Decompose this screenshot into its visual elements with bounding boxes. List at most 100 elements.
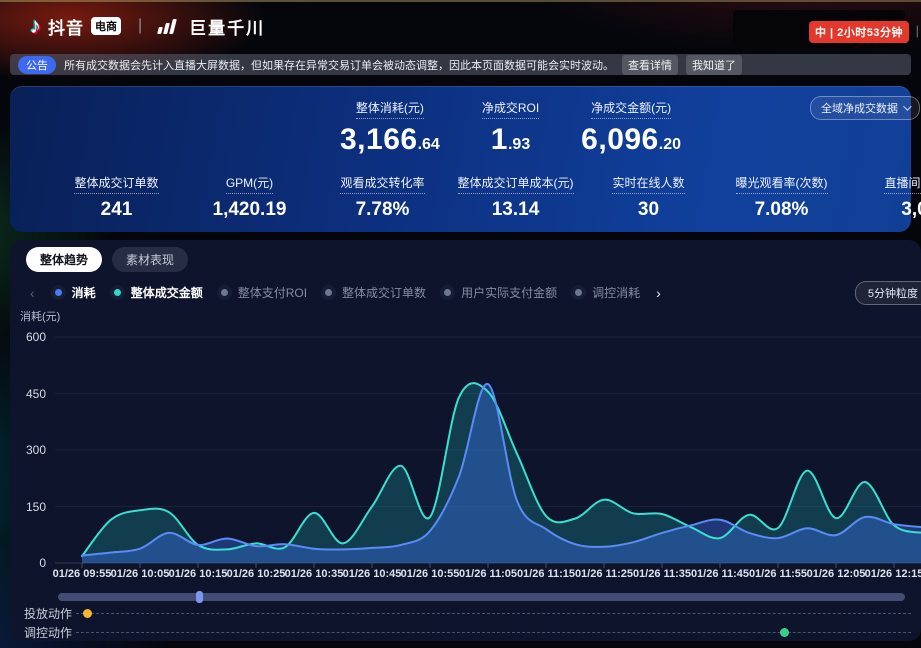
legend-item[interactable]: 整体成交订单数	[321, 284, 426, 301]
metric-label-text: 净成交ROI	[481, 99, 540, 119]
y-tick-label: 0	[39, 556, 46, 570]
metric-label-text: 直播间整体	[884, 174, 921, 194]
metric-value: 3,166.64	[340, 123, 440, 157]
action-row-delivery: 投放动作	[24, 606, 911, 621]
y-axis-title: 消耗(元)	[20, 311, 61, 323]
metric-label: 曝光观看率(次数)	[715, 174, 848, 194]
metric-value: 7.78%	[355, 199, 410, 220]
legend-dot-icon	[50, 285, 66, 300]
action-event-dot[interactable]	[779, 627, 789, 637]
metric-value-int: 3,166	[340, 123, 418, 156]
granularity-dropdown[interactable]: 5分钟粒度	[854, 281, 921, 305]
metric-value-dec: .20	[658, 136, 681, 153]
metric-value: 3,0	[901, 199, 921, 220]
metric-label: 整体成交订单成本(元)	[449, 174, 582, 194]
data-scope-dropdown[interactable]: 全域净成交数据	[810, 96, 920, 120]
metric-label: 整体成交订单数	[50, 174, 183, 194]
legend-dot-icon	[109, 285, 125, 300]
legend-dot	[220, 289, 228, 296]
metric-label: 整体消耗(元)	[340, 99, 440, 119]
legend-item[interactable]: 消耗	[50, 284, 96, 301]
x-tick-label: 01/26 12:15	[864, 568, 921, 580]
data-scope-label: 全域净成交数据	[821, 103, 898, 115]
metric-label-text: 整体成交订单成本(元)	[457, 174, 574, 194]
brand-area: ♪ 抖音 电商 | 巨量千川	[30, 14, 265, 39]
legend-dot	[113, 289, 121, 296]
action-row-label: 调控动作	[24, 625, 73, 640]
chevron-down-icon	[903, 102, 912, 111]
secondary-metric: 直播间整体 3,0	[848, 174, 921, 221]
metric-value: 1.93	[482, 123, 539, 157]
metric-value: 7.08%	[754, 199, 809, 220]
metric-value-int: 6,096	[581, 123, 659, 156]
legend-dot	[325, 289, 333, 296]
trend-tabs: 整体趋势 素材表现	[26, 247, 189, 272]
legend-item[interactable]: 整体支付ROI	[216, 284, 308, 301]
x-tick-label: 01/26 12:05	[806, 568, 866, 580]
legend-dot-icon	[216, 285, 232, 300]
y-tick-label: 600	[25, 330, 46, 344]
acknowledge-button[interactable]: 我知道了	[686, 54, 742, 75]
metric-value: 13.14	[491, 199, 540, 220]
legend-item[interactable]: 用户实际支付金额	[440, 284, 557, 301]
brand-divider: |	[138, 17, 143, 34]
metric-label-text: GPM(元)	[225, 174, 274, 194]
legend-scroll-right-icon[interactable]: ›	[656, 284, 661, 301]
top-bar: ♪ 抖音 电商 | 巨量千川 中 | 2小时53分钟 |	[0, 0, 921, 52]
x-tick-label: 01/26 11:55	[748, 568, 808, 580]
secondary-metric: 整体成交订单成本(元) 13.14	[449, 174, 582, 221]
metric-label: 直播间整体	[848, 174, 921, 194]
x-tick-label: 01/26 11:25	[574, 568, 634, 580]
metrics-panel: 全域净成交数据 整体消耗(元) 3,166.64 净成交ROI 1.93 净成交金额(元…	[10, 86, 921, 232]
timeline-scrollbar[interactable]	[58, 591, 905, 603]
secondary-metric: 观看成交转化率 7.78%	[316, 174, 449, 221]
legend-label: 整体支付ROI	[237, 286, 308, 300]
timeline-scrollbar-handle[interactable]	[196, 591, 204, 603]
tab-material-performance[interactable]: 素材表现	[112, 247, 189, 272]
x-tick-label: 01/26 10:05	[110, 568, 170, 580]
x-tick-label: 01/26 10:15	[168, 568, 228, 580]
metric-value-dec: .93	[507, 136, 531, 153]
legend-dot-icon	[321, 285, 337, 300]
brand-qianchuan-label: 巨量千川	[189, 18, 266, 38]
notice-bar: 公告 所有成交数据会先计入直播大屏数据，但如果存在异常交易订单会被动态调整，因此…	[10, 54, 911, 75]
legend-dot	[54, 289, 62, 296]
metric-value: 6,096.20	[581, 123, 681, 157]
legend-label: 消耗	[71, 286, 96, 300]
legend-item[interactable]: 整体成交金额	[109, 284, 203, 301]
live-duration-badge: 中 | 2小时53分钟	[808, 21, 909, 43]
x-tick-label: 01/26 10:45	[342, 568, 402, 580]
view-details-button[interactable]: 查看详情	[622, 54, 678, 75]
metric-label-text: 曝光观看率(次数)	[735, 174, 828, 194]
metric-label: 净成交金额(元)	[581, 99, 681, 119]
tab-overall-trend[interactable]: 整体趋势	[26, 247, 103, 272]
x-tick-label: 01/26 09:55	[52, 568, 112, 580]
metric-value-dec: .64	[417, 136, 440, 153]
action-row-regulation: 调控动作	[24, 625, 911, 640]
x-tick-label: 01/26 11:45	[690, 568, 750, 580]
secondary-metric: GPM(元) 1,420.19	[183, 174, 316, 221]
x-tick-label: 01/26 11:05	[458, 568, 518, 580]
brand-douyin-label: 抖音	[48, 18, 84, 38]
legend-item[interactable]: 调控消耗	[571, 284, 640, 301]
legend-dot	[575, 289, 583, 296]
metric-label: 净成交ROI	[481, 99, 540, 119]
primary-metric: 整体消耗(元) 3,166.64	[340, 99, 440, 157]
legend-label: 整体成交金额	[130, 286, 203, 300]
secondary-metric: 实时在线人数 30	[582, 174, 715, 221]
metric-value: 30	[637, 199, 660, 220]
action-event-dot[interactable]	[82, 608, 92, 618]
primary-metrics-row: 整体消耗(元) 3,166.64 净成交ROI 1.93 净成交金额(元) 6,096.2…	[340, 99, 681, 157]
x-tick-label: 01/26 10:35	[284, 568, 344, 580]
header-divider: |	[915, 23, 919, 38]
trend-chart	[55, 336, 921, 568]
metric-label: GPM(元)	[183, 174, 316, 194]
x-tick-label: 01/26 10:25	[226, 568, 286, 580]
y-tick-label: 300	[25, 443, 46, 457]
secondary-metrics-row: 整体成交订单数 241 GPM(元) 1,420.19 观看成交转化率 7.78% 整体成交…	[50, 174, 921, 221]
legend-dot-icon	[440, 285, 456, 300]
window-top-edge	[0, 0, 921, 2]
legend-scroll-left-icon[interactable]: ‹	[30, 284, 35, 301]
legend-label: 整体成交订单数	[342, 286, 427, 300]
legend-dot	[444, 289, 452, 296]
